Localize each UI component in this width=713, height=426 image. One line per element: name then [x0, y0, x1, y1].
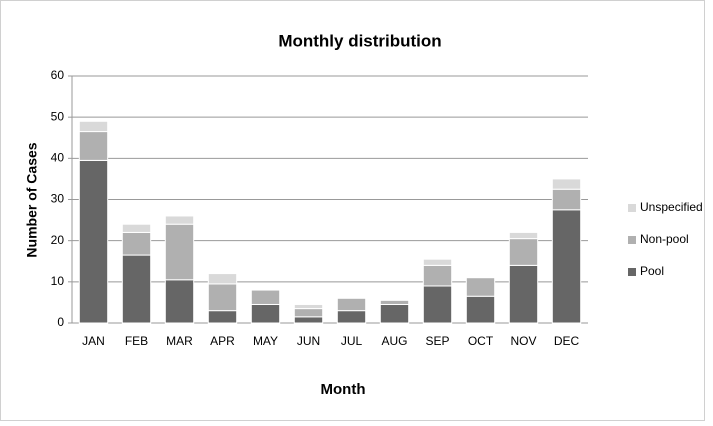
legend-swatch: [628, 236, 636, 244]
bar-segment: [121, 231, 152, 256]
bar-segment: [422, 285, 453, 324]
legend-label: Non-pool: [640, 232, 689, 246]
bar-segment: [379, 303, 410, 324]
x-tick-label: OCT: [468, 334, 494, 348]
bar-segment: [207, 283, 238, 312]
bar-segment: [121, 223, 152, 233]
bar-segment: [121, 254, 152, 324]
legend-label: Pool: [640, 264, 664, 278]
bar-segment: [78, 131, 109, 161]
bar-segment: [164, 279, 195, 324]
x-tick-label: JUL: [341, 334, 363, 348]
x-tick-label: JUN: [297, 334, 320, 348]
bar-segment: [508, 238, 539, 266]
bar-segment: [551, 188, 582, 211]
bar-segment: [465, 277, 496, 297]
y-tick-label: 60: [51, 68, 65, 82]
bar-segment: [465, 295, 496, 324]
x-tick-label: MAR: [166, 334, 193, 348]
bar-segment: [250, 303, 281, 324]
x-tick-label: NOV: [510, 334, 536, 348]
bar-segment: [293, 316, 324, 324]
x-tick-label: MAY: [253, 334, 278, 348]
x-tick-label: SEP: [425, 334, 449, 348]
x-tick-label: AUG: [381, 334, 407, 348]
bar-segment: [164, 223, 195, 281]
bar-segment: [293, 303, 324, 310]
bar-segment: [250, 289, 281, 305]
y-tick-label: 20: [51, 233, 65, 247]
bar-segment: [207, 310, 238, 324]
legend-swatch: [628, 268, 636, 276]
bar-segment: [207, 273, 238, 285]
x-tick-label: APR: [210, 334, 235, 348]
y-tick-label: 50: [51, 109, 65, 123]
bar-segment: [508, 264, 539, 324]
bar-segment: [551, 178, 582, 190]
bar-segment: [336, 297, 367, 312]
bar-segment: [78, 159, 109, 324]
legend-label: Unspecified: [640, 200, 703, 214]
chart-title: Monthly distribution: [278, 31, 441, 50]
x-tick-label: JAN: [82, 334, 105, 348]
bar-segment: [336, 310, 367, 324]
y-axis-label: Number of Cases: [24, 142, 40, 257]
bar-segment: [551, 209, 582, 324]
bar-segment: [422, 264, 453, 287]
legend-swatch: [628, 204, 636, 212]
bar-segment: [422, 258, 453, 266]
chart-frame: [0, 0, 705, 421]
bar-segment: [164, 215, 195, 225]
bar-segment: [508, 231, 539, 240]
y-tick-label: 0: [57, 315, 64, 329]
x-tick-label: FEB: [125, 334, 148, 348]
bar-segment: [379, 299, 410, 305]
x-axis-label: Month: [321, 381, 366, 398]
x-tick-label: DEC: [554, 334, 580, 348]
y-tick-label: 30: [51, 192, 65, 206]
bar-segment: [293, 308, 324, 318]
y-tick-label: 10: [51, 274, 65, 288]
y-tick-label: 40: [51, 151, 65, 165]
bar-segment: [78, 120, 109, 133]
